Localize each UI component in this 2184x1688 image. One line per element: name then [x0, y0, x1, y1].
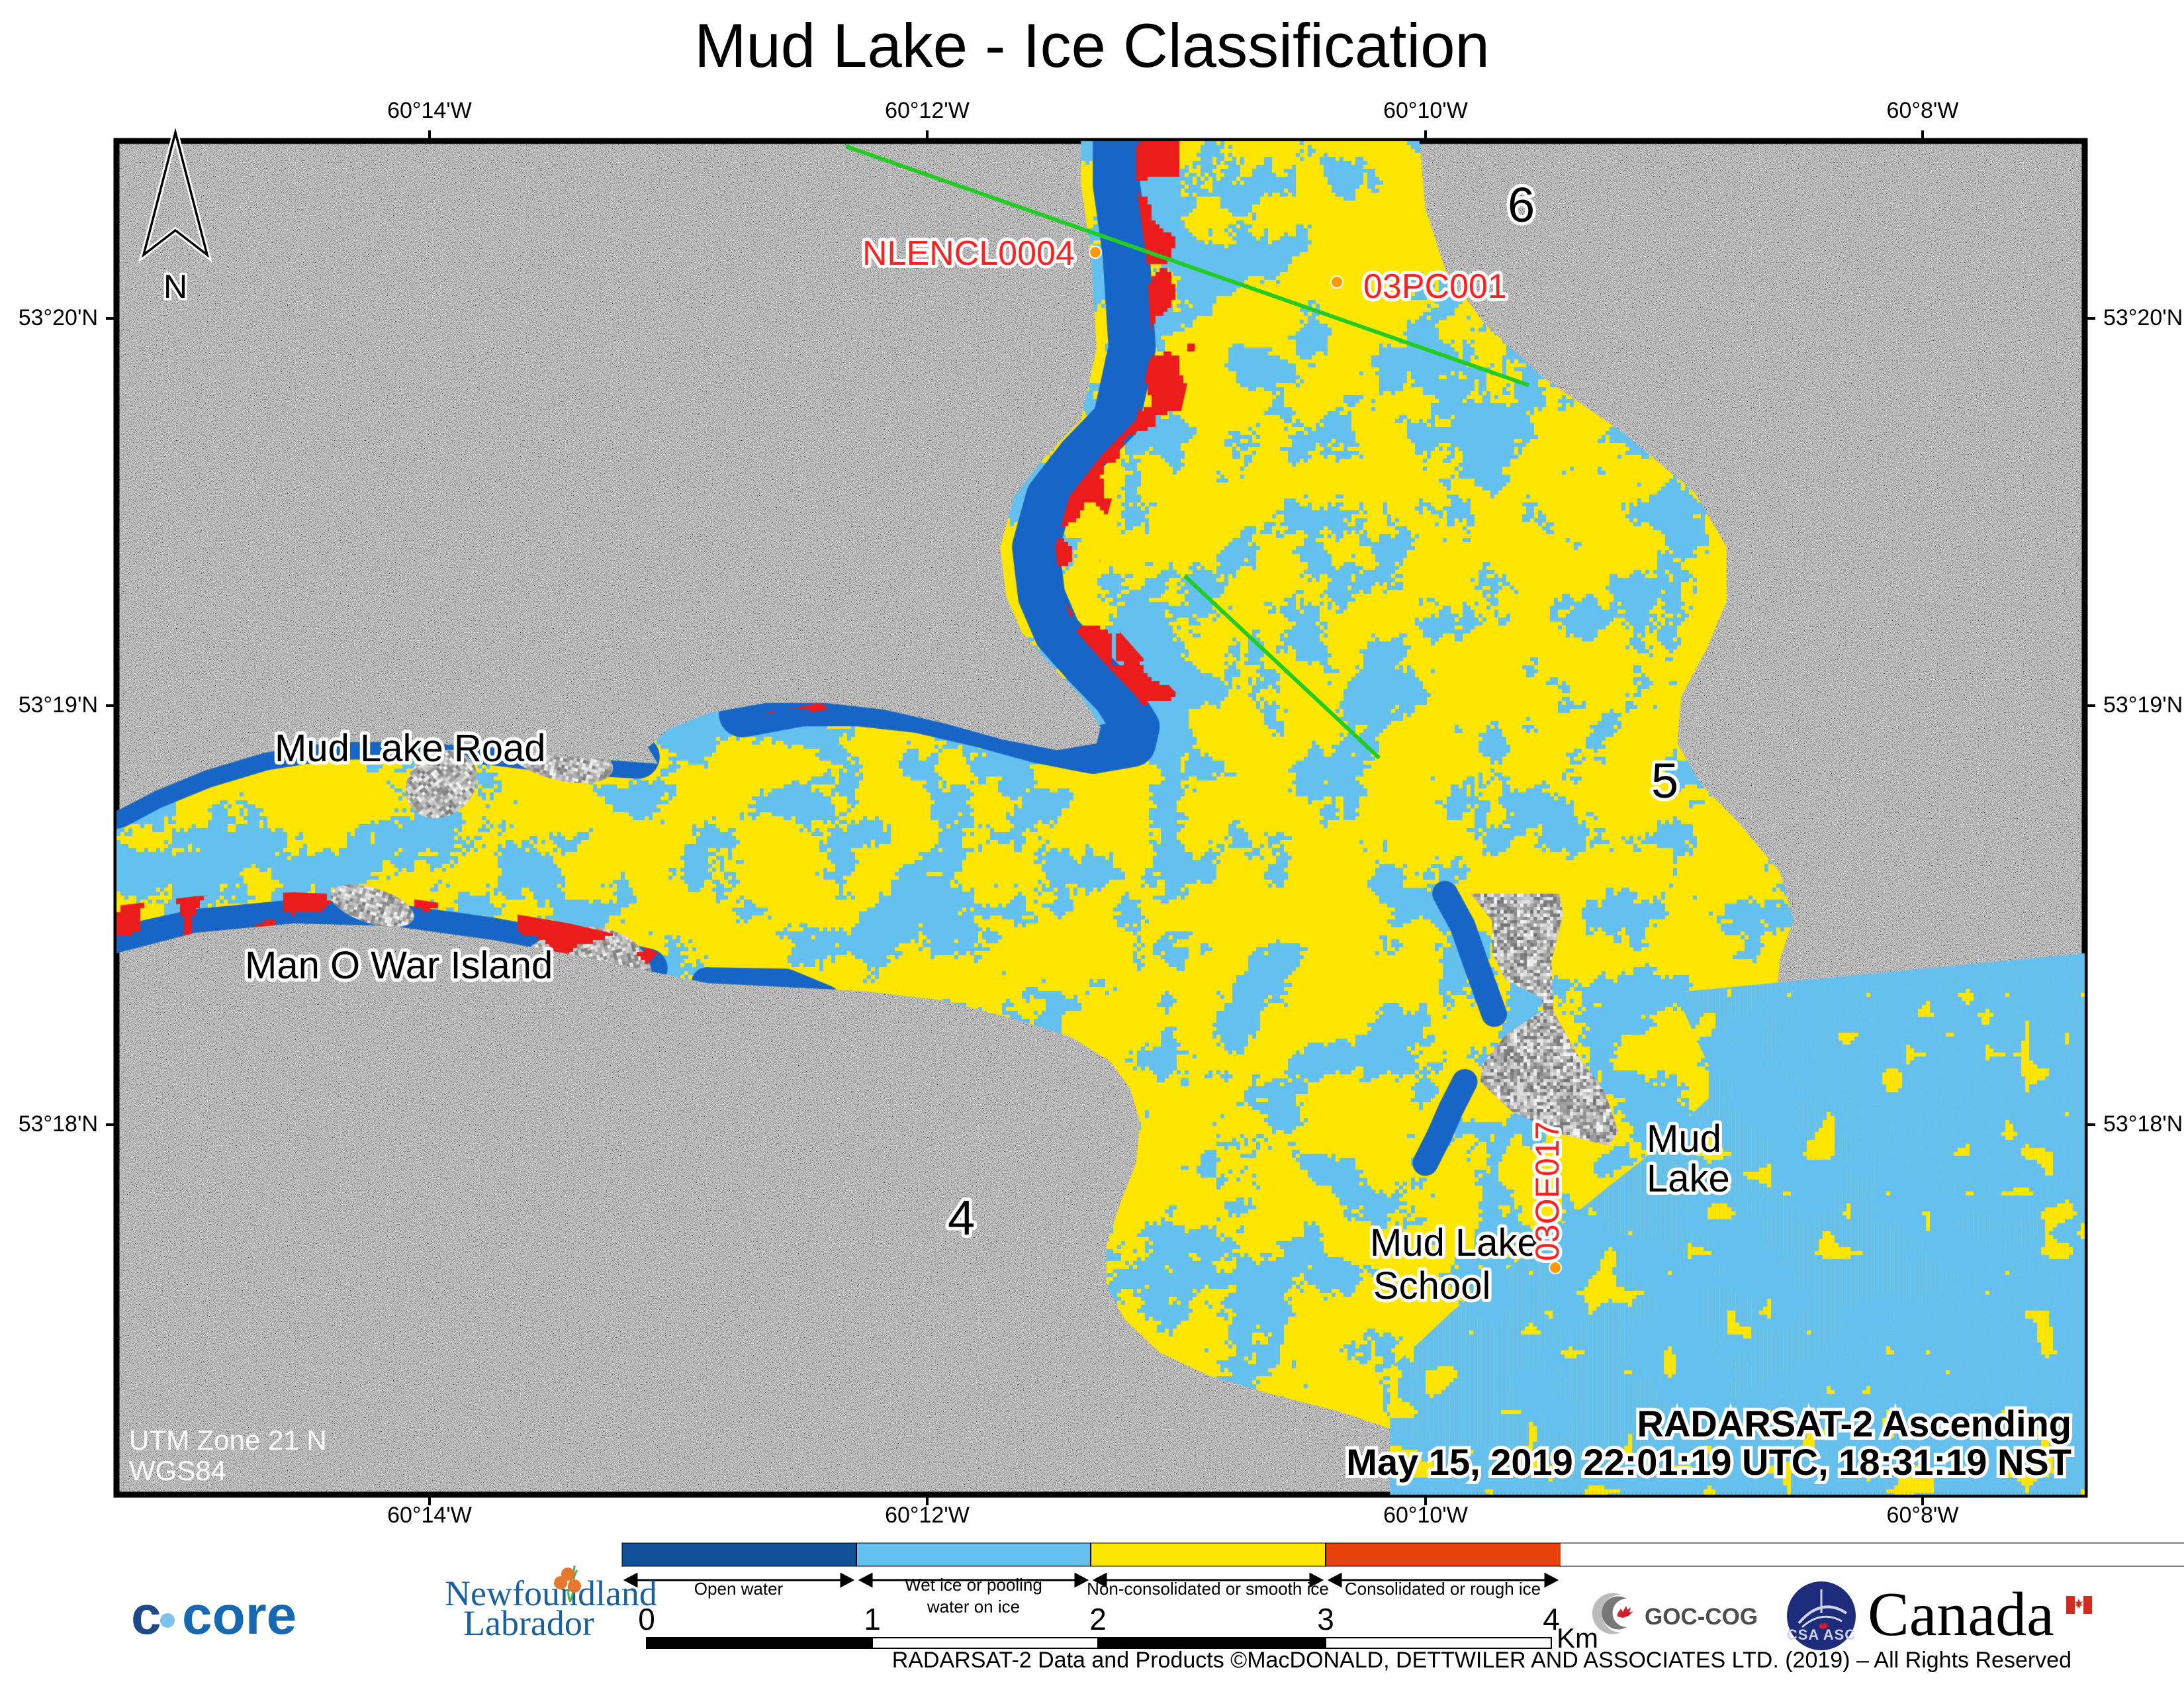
svg-text:53°19'N: 53°19'N	[2103, 692, 2183, 718]
svg-text:CSA ASC: CSA ASC	[1787, 1626, 1856, 1643]
svg-text:Wet ice or pooling: Wet ice or pooling	[905, 1575, 1042, 1595]
svg-text:May 15, 2019 22:01:19 UTC, 18:: May 15, 2019 22:01:19 UTC, 18:31:19 NST	[1346, 1441, 2071, 1483]
svg-text:WGS84: WGS84	[129, 1455, 226, 1486]
svg-text:Consolidated or rough ice: Consolidated or rough ice	[1345, 1579, 1541, 1599]
svg-text:Lake: Lake	[1647, 1157, 1730, 1200]
svg-text:60°8'W: 60°8'W	[1887, 1503, 1959, 1528]
svg-text:Canada: Canada	[1868, 1580, 2054, 1649]
svg-text:water on ice: water on ice	[927, 1597, 1020, 1617]
svg-text:53°20'N: 53°20'N	[19, 305, 98, 330]
svg-text:RADARSAT-2 Ascending: RADARSAT-2 Ascending	[1637, 1403, 2072, 1444]
svg-text:Mud: Mud	[1647, 1117, 1721, 1160]
svg-text:60°8'W: 60°8'W	[1887, 98, 1959, 123]
svg-text:RADARSAT-2 Data and Products ©: RADARSAT-2 Data and Products ©MacDONALD,…	[892, 1648, 2071, 1673]
svg-text:Man O War Island: Man O War Island	[245, 944, 553, 987]
svg-text:2: 2	[1089, 1602, 1107, 1636]
svg-text:53°19'N: 53°19'N	[19, 692, 98, 718]
svg-text:Open water: Open water	[694, 1579, 784, 1599]
svg-text:60°14'W: 60°14'W	[387, 1503, 472, 1528]
svg-text:NLENCL0004: NLENCL0004	[862, 234, 1075, 273]
svg-text:5: 5	[1651, 753, 1678, 808]
svg-text:6: 6	[1508, 177, 1535, 232]
svg-text:53°20'N: 53°20'N	[2103, 305, 2183, 330]
svg-text:Labrador: Labrador	[463, 1603, 594, 1643]
svg-text:60°10'W: 60°10'W	[1383, 98, 1468, 123]
svg-text:UTM Zone 21 N: UTM Zone 21 N	[129, 1425, 327, 1456]
svg-text:c: c	[131, 1585, 161, 1646]
svg-text:53°18'N: 53°18'N	[2103, 1111, 2183, 1137]
svg-text:03PC001: 03PC001	[1363, 267, 1507, 306]
svg-text:School: School	[1373, 1264, 1490, 1307]
svg-text:3: 3	[1317, 1602, 1334, 1636]
svg-text:53°18'N: 53°18'N	[19, 1111, 98, 1137]
svg-text:60°10'W: 60°10'W	[1383, 1503, 1468, 1528]
svg-text:N: N	[163, 268, 187, 305]
svg-text:GOC-COG: GOC-COG	[1645, 1604, 1758, 1630]
svg-text:1: 1	[864, 1602, 881, 1636]
svg-text:4: 4	[948, 1190, 975, 1245]
svg-text:Non-consolidated or smooth ice: Non-consolidated or smooth ice	[1087, 1579, 1329, 1599]
svg-text:60°12'W: 60°12'W	[885, 98, 970, 123]
svg-text:core: core	[182, 1585, 296, 1646]
svg-text:03OE017: 03OE017	[1529, 1121, 1566, 1261]
svg-text:60°14'W: 60°14'W	[387, 98, 472, 123]
svg-text:Mud Lake Road: Mud Lake Road	[275, 727, 545, 770]
svg-text:60°12'W: 60°12'W	[885, 1503, 970, 1528]
svg-text:Mud Lake: Mud Lake	[1370, 1221, 1539, 1264]
